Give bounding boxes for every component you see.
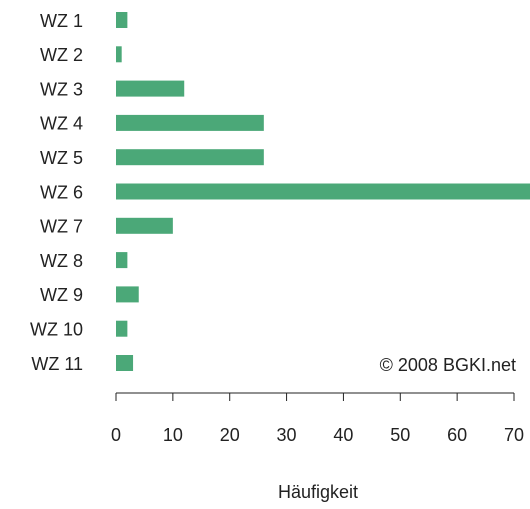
bar [116,355,134,371]
bar [116,183,530,200]
x-tick-label: 10 [163,425,183,445]
y-tick-label: WZ 7 [40,217,83,237]
annotation: © 2008 BGKI.net [380,355,516,375]
x-tick-label: 60 [447,425,467,445]
bar [116,114,264,131]
bar [116,46,122,63]
y-tick-label: WZ 3 [40,79,83,99]
x-tick-label: 30 [277,425,297,445]
x-tick-label: 20 [220,425,240,445]
bar [116,320,128,337]
bar [116,149,264,166]
y-tick-label: WZ 2 [40,45,83,65]
x-axis-label: Häufigkeit [278,482,358,502]
x-tick-label: 70 [504,425,524,445]
bar [116,286,139,303]
x-tick-label: 0 [111,425,121,445]
bar [116,12,128,28]
bar [116,217,173,234]
y-tick-label: WZ 11 [31,354,83,374]
bar [116,252,128,269]
y-tick-label: WZ 1 [40,11,83,31]
y-tick-label: WZ 10 [30,319,83,339]
y-tick-label: WZ 6 [40,182,83,202]
bar [116,80,185,97]
y-tick-label: WZ 9 [40,285,83,305]
y-tick-label: WZ 5 [40,148,83,168]
x-tick-label: 50 [390,425,410,445]
x-tick-label: 40 [333,425,353,445]
y-tick-label: WZ 8 [40,251,83,271]
y-tick-label: WZ 4 [40,114,83,134]
